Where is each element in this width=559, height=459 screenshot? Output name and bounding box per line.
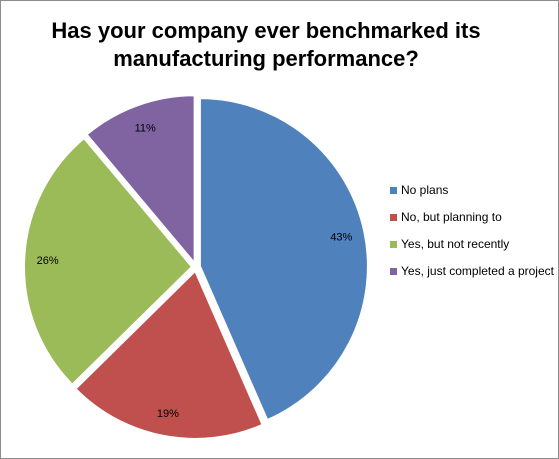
legend-label: Yes, but not recently xyxy=(401,237,510,251)
legend-swatch xyxy=(390,213,397,221)
chart-title-line-2: manufacturing performance? xyxy=(113,46,419,71)
data-label-planning: 19% xyxy=(157,408,179,420)
legend-swatch xyxy=(390,240,397,248)
pie-slice-no-plans xyxy=(198,97,369,422)
legend-label: Yes, just completed a project xyxy=(401,264,554,278)
data-label-not-recently: 26% xyxy=(37,255,59,267)
legend: No plans No, but planning to Yes, but no… xyxy=(390,183,554,291)
legend-label: No plans xyxy=(401,183,449,197)
pie-slice-just-completed xyxy=(85,94,196,266)
legend-item-planning: No, but planning to xyxy=(390,210,554,224)
chart-title: Has your company ever benchmarked its ma… xyxy=(1,17,531,73)
chart-title-line-1: Has your company ever benchmarked its xyxy=(51,18,481,43)
legend-item-just-completed: Yes, just completed a project xyxy=(390,264,554,278)
legend-item-no-plans: No plans xyxy=(390,183,554,197)
data-label-just-completed: 11% xyxy=(135,122,156,134)
legend-swatch xyxy=(390,186,397,194)
legend-swatch xyxy=(390,267,397,275)
legend-item-not-recently: Yes, but not recently xyxy=(390,237,554,251)
pie-slice-planning xyxy=(74,269,264,440)
data-label-no-plans: 43% xyxy=(330,232,352,244)
pie-slice-not-recently xyxy=(23,136,194,387)
legend-label: No, but planning to xyxy=(401,210,502,224)
